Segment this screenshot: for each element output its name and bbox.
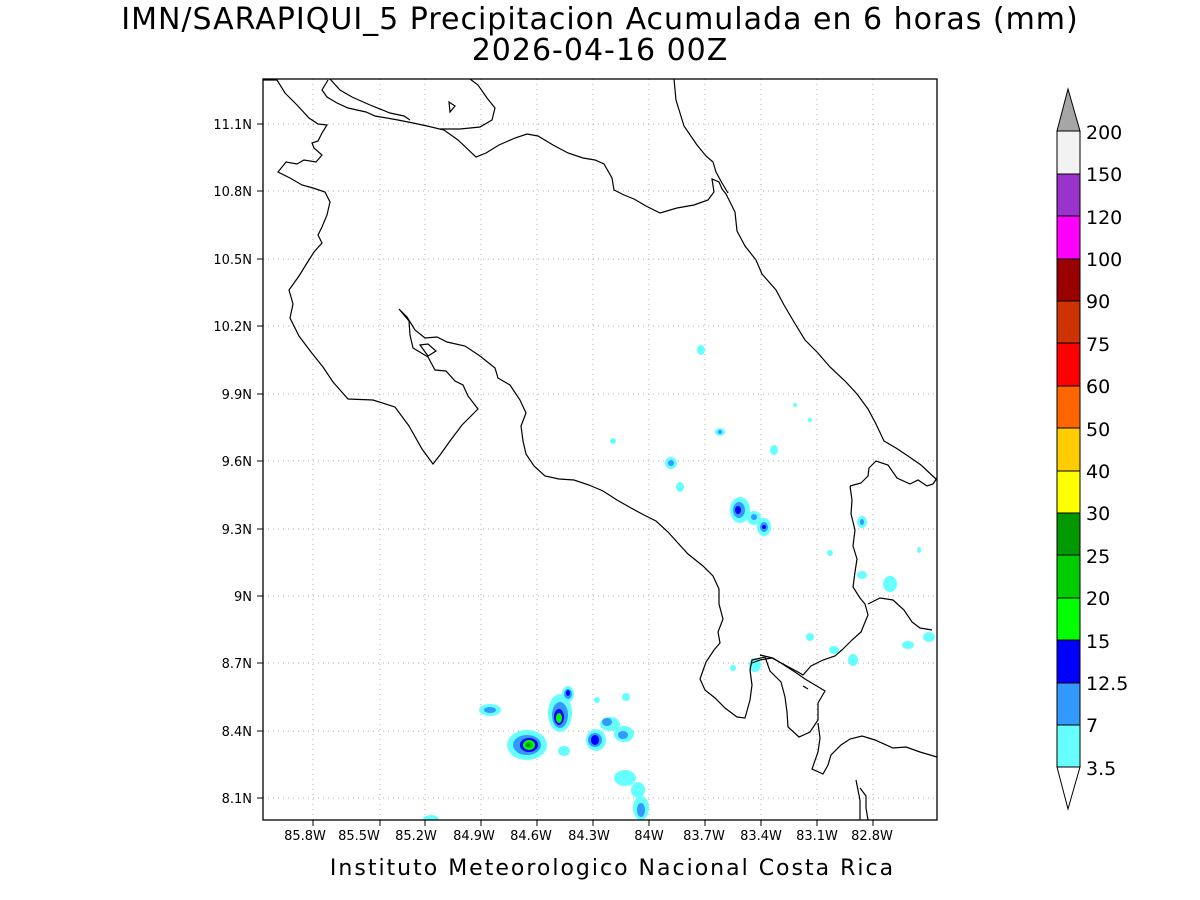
colorbar-label: 15 (1086, 631, 1110, 653)
colorbar-swatch (1056, 173, 1081, 217)
lon-tick-label: 85.5W (338, 829, 380, 844)
colorbar-swatch (1056, 597, 1081, 641)
lat-tick-label: 10.8N (213, 185, 252, 200)
lat-tick-label: 10.5N (213, 253, 252, 268)
map-datetime: 2026-04-16 00Z (471, 33, 729, 68)
lon-tick-label: 84W (634, 829, 664, 844)
colorbar-swatch (1056, 342, 1081, 387)
colorbar-label: 7 (1086, 715, 1098, 737)
colorbar (1056, 87, 1081, 811)
colorbar-label: 90 (1086, 291, 1110, 313)
lat-tick-label: 9.6N (222, 455, 252, 470)
lat-tick-label: 10.2N (213, 320, 252, 335)
map-title: IMN/SARAPIQUI_5 Precipitacion Acumulada … (121, 2, 1079, 37)
colorbar-swatch (1056, 385, 1081, 429)
lon-tick-label: 84.3W (568, 829, 610, 844)
colorbar-swatch (1056, 258, 1081, 302)
colorbar-swatch (1056, 512, 1081, 556)
colorbar-label: 75 (1086, 334, 1110, 356)
lon-tick-label: 82.8W (851, 829, 893, 844)
precipitation-shading (423, 345, 935, 820)
colorbar-label: 40 (1086, 461, 1110, 483)
lon-tick-label: 83.4W (740, 829, 782, 844)
lat-tick-label: 9N (234, 590, 252, 605)
colorbar-swatch (1056, 300, 1081, 344)
colorbar-label: 12.5 (1086, 673, 1128, 695)
colorbar-label: 100 (1086, 249, 1122, 271)
colorbar-swatch (1056, 639, 1081, 684)
lon-tick-label: 85.8W (284, 829, 326, 844)
lon-tick-label: 83.1W (796, 829, 838, 844)
credit-text: Instituto Meteorologico Nacional Costa R… (329, 856, 896, 881)
lat-tick-label: 8.7N (222, 657, 252, 672)
lon-tick-label: 84.9W (453, 829, 495, 844)
colorbar-swatch (1056, 470, 1081, 514)
colorbar-label: 3.5 (1086, 758, 1116, 780)
colorbar-label: 60 (1086, 376, 1110, 398)
map-frame (262, 78, 938, 821)
axis-ticks (257, 123, 874, 826)
colorbar-label: 200 (1086, 122, 1122, 144)
colorbar-swatch (1056, 215, 1081, 260)
colorbar-lower-arrow (1056, 766, 1081, 811)
lat-tick-label: 8.1N (222, 792, 252, 807)
lon-tick-label: 84.6W (510, 829, 552, 844)
colorbar-label: 150 (1086, 164, 1122, 186)
lat-tick-label: 9.3N (222, 523, 252, 538)
colorbar-label: 30 (1086, 503, 1110, 525)
lat-tick-label: 8.4N (222, 725, 252, 740)
colorbar-label: 120 (1086, 207, 1122, 229)
colorbar-upper-arrow (1056, 87, 1081, 132)
map-grid (263, 79, 937, 820)
colorbar-label: 20 (1086, 588, 1110, 610)
colorbar-label: 25 (1086, 546, 1110, 568)
colorbar-swatch (1056, 682, 1081, 726)
colorbar-label: 50 (1086, 419, 1110, 441)
colorbar-swatch (1056, 724, 1081, 768)
colorbar-swatch (1056, 427, 1081, 472)
lon-tick-label: 83.7W (683, 829, 725, 844)
colorbar-swatch (1056, 554, 1081, 599)
lat-tick-label: 9.9N (222, 388, 252, 403)
coastline (263, 79, 937, 820)
lat-tick-label: 11.1N (213, 118, 252, 133)
colorbar-swatch (1056, 130, 1081, 175)
lon-tick-label: 85.2W (395, 829, 437, 844)
